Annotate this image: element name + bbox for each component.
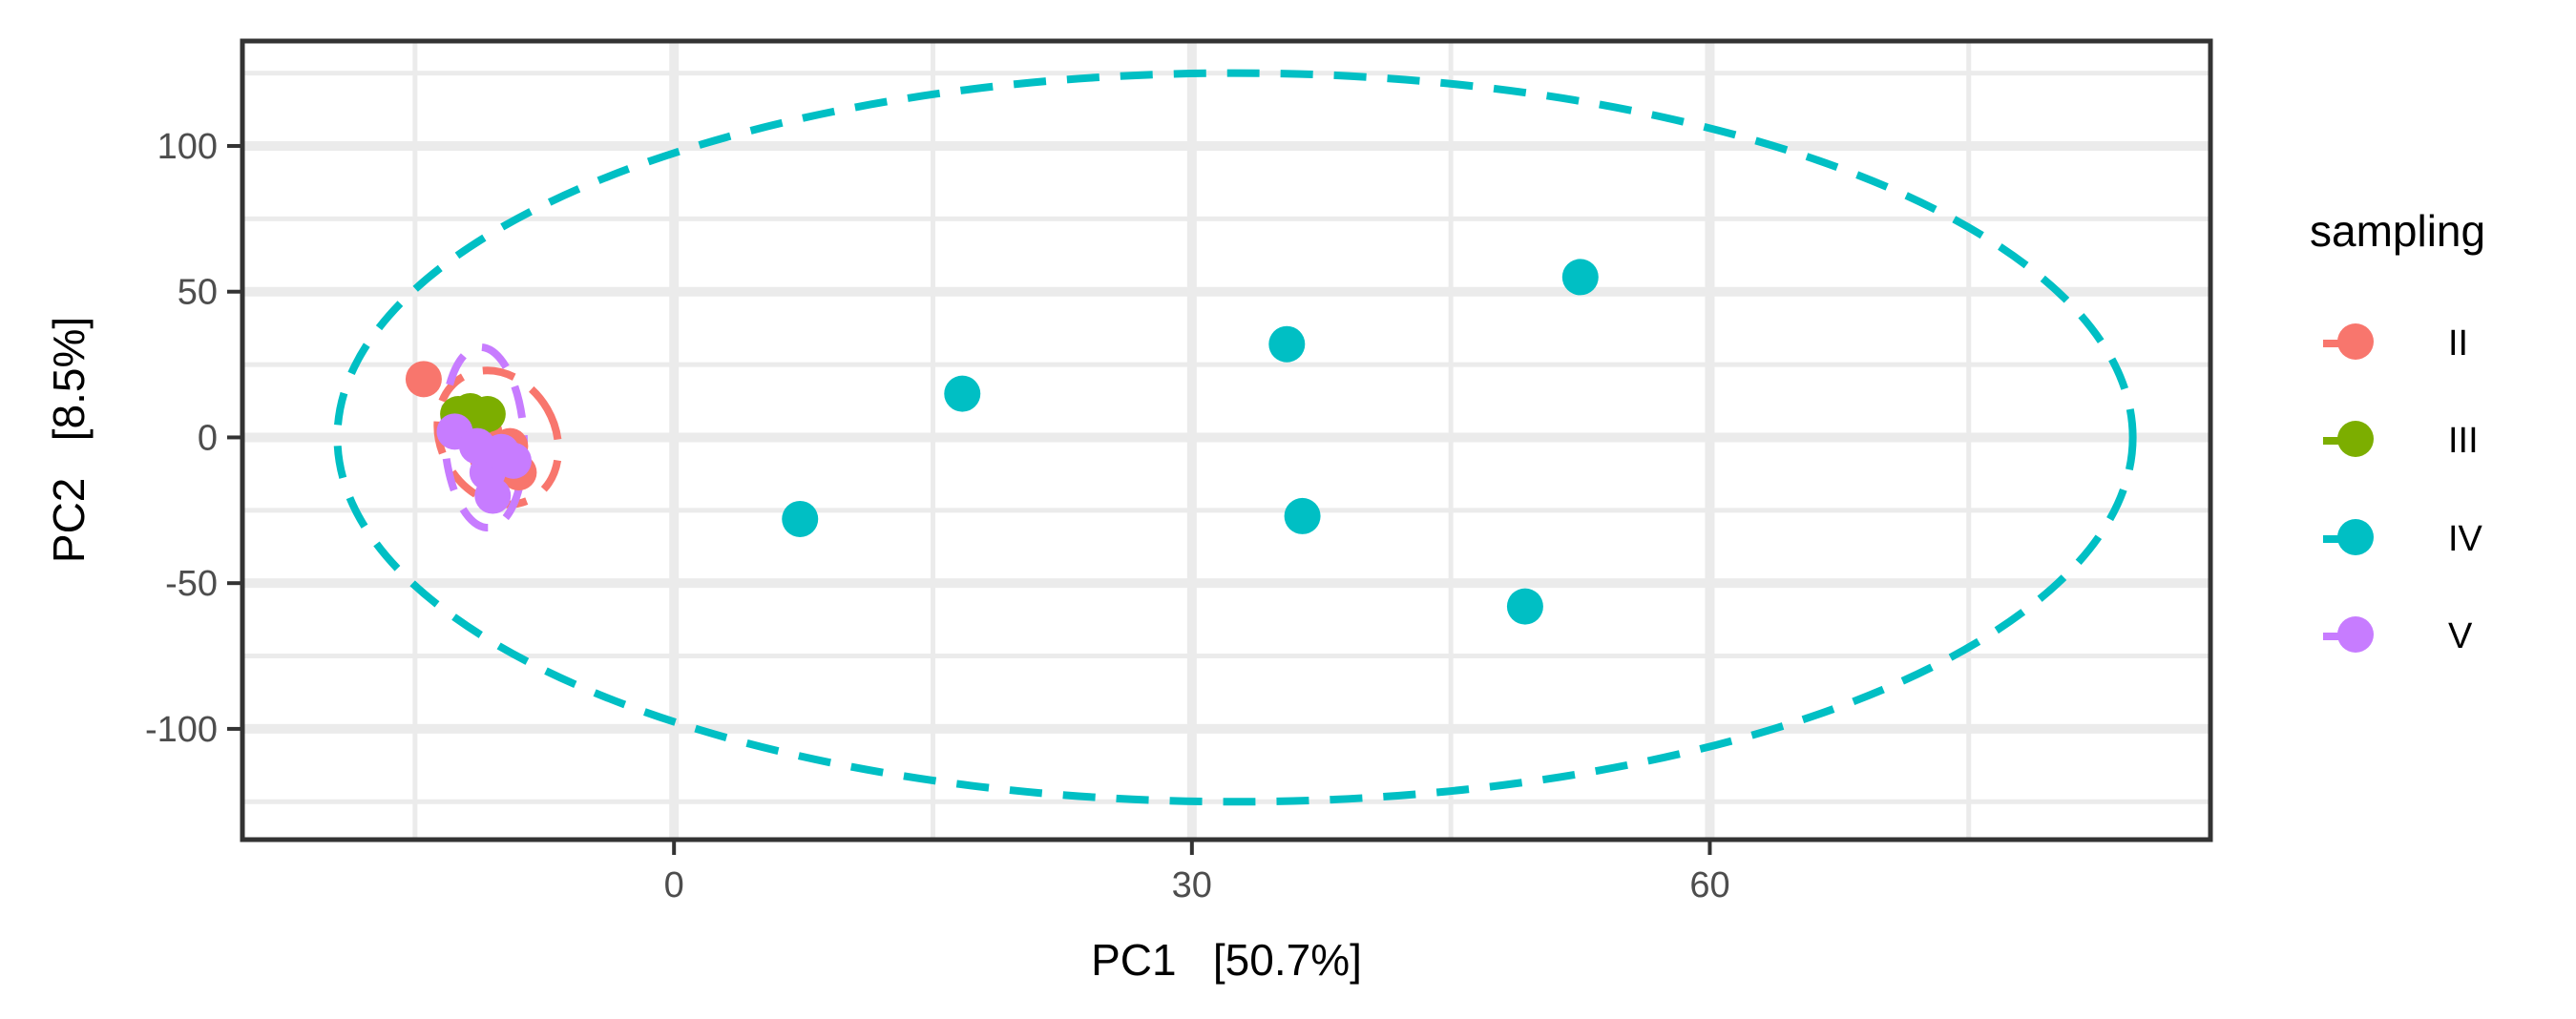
point-IV-4 <box>1506 588 1543 625</box>
point-IV-3 <box>1284 497 1321 534</box>
legend-item-III: III <box>2323 421 2479 461</box>
point-V-2 <box>474 477 512 514</box>
x-tick-label-0: 0 <box>664 865 684 905</box>
x-axis: 0 30 60 <box>664 842 1730 905</box>
point-IV-1 <box>944 375 981 412</box>
legend-item-IV: IV <box>2323 519 2483 559</box>
legend-title: sampling <box>2310 206 2485 256</box>
legend-item-II: II <box>2323 323 2468 364</box>
ellipse-II <box>433 366 563 509</box>
legend-key-point-V <box>2337 616 2374 653</box>
y-tick-label-0: 100 <box>157 127 218 167</box>
legend-label-II: II <box>2448 323 2468 364</box>
legend-key-point-IV <box>2337 519 2374 555</box>
ellipse-IV <box>333 69 2137 806</box>
x-axis-title: PC1 [50.7%] <box>1091 935 1362 985</box>
legend-item-V: V <box>2323 616 2473 656</box>
point-V-4 <box>494 442 532 479</box>
grid-major <box>242 41 2210 840</box>
legend-key-point-II <box>2337 323 2374 360</box>
y-axis-title: PC2 [8.5%] <box>44 317 94 563</box>
y-tick-label-1: 50 <box>178 273 218 313</box>
y-axis: 100 50 0 -50 -100 <box>145 127 241 750</box>
point-V-5 <box>458 427 495 465</box>
y-tick-label-3: -50 <box>165 564 218 604</box>
plot-panel-border <box>240 38 2213 842</box>
legend-label-III: III <box>2448 421 2479 461</box>
x-tick-label-2: 60 <box>1689 865 1729 905</box>
legend-key-point-III <box>2337 421 2374 457</box>
point-IV-5 <box>1561 259 1599 296</box>
points-layer <box>405 259 1599 625</box>
point-II-0 <box>405 361 442 398</box>
point-IV-2 <box>1268 325 1306 363</box>
y-tick-label-4: -100 <box>145 710 218 750</box>
y-tick-label-2: 0 <box>198 418 218 458</box>
legend-label-V: V <box>2448 616 2473 656</box>
x-tick-label-1: 30 <box>1172 865 1212 905</box>
point-IV-0 <box>782 500 819 537</box>
legend-label-IV: IV <box>2448 519 2483 559</box>
